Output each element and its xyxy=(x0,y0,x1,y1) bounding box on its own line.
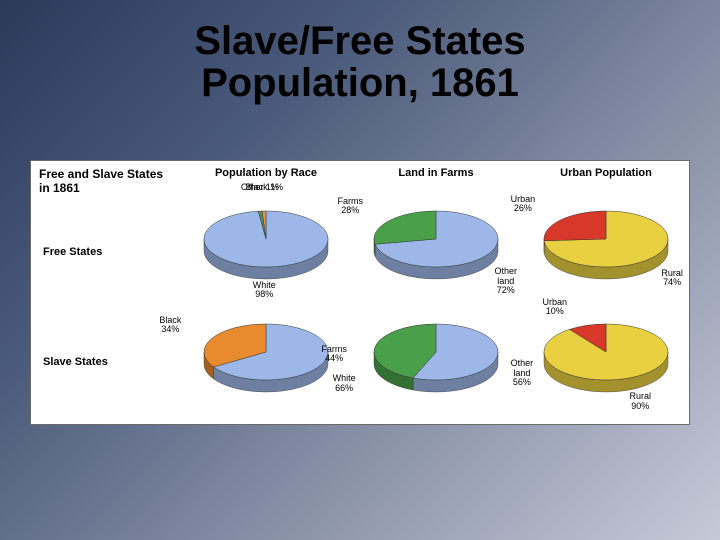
column-land: Land in Farms Otherland72%Farms28% Other… xyxy=(351,161,521,424)
slice-label: Otherland72% xyxy=(495,267,518,295)
column-population: Population by Race White98%Other 1%Black… xyxy=(181,161,351,424)
column-urban: Urban Population Rural74%Urban26% Rural9… xyxy=(521,161,691,424)
pie-land-free: Otherland72%Farms28% xyxy=(351,203,521,291)
col-header-urban: Urban Population xyxy=(521,167,691,179)
pie-pop-free: White98%Other 1%Black 1% xyxy=(181,203,351,291)
slice-label: Rural90% xyxy=(629,392,651,411)
chart-panel: Free and Slave States in 1861 Free State… xyxy=(30,160,690,425)
pie-urban-free: Rural74%Urban26% xyxy=(521,203,691,291)
title-line2: Population, 1861 xyxy=(0,62,720,104)
slide-title: Slave/Free States Population, 1861 xyxy=(0,0,720,104)
slice-label: Black34% xyxy=(159,316,181,335)
row-label-free: Free States xyxy=(31,246,181,258)
title-line1: Slave/Free States xyxy=(0,20,720,62)
column-labels: Free and Slave States in 1861 Free State… xyxy=(31,161,181,424)
panel-title: Free and Slave States in 1861 xyxy=(31,167,181,195)
pie-land-slave: Otherland56%Farms44% xyxy=(351,316,521,404)
panel-title-l2: in 1861 xyxy=(39,181,80,195)
slice-label: Farms28% xyxy=(337,197,363,216)
col-header-population: Population by Race xyxy=(181,167,351,179)
pie-urban-slave: Rural90%Urban10% xyxy=(521,316,691,404)
slice-label: White98% xyxy=(253,281,276,300)
row-label-slave: Slave States xyxy=(31,356,181,368)
slice-label: Black 1% xyxy=(246,183,284,192)
slice-label: Rural74% xyxy=(661,269,683,288)
slice-label: Urban10% xyxy=(543,298,568,317)
slice-label: Farms44% xyxy=(321,345,347,364)
slice-label: Urban26% xyxy=(511,195,536,214)
col-header-land: Land in Farms xyxy=(351,167,521,179)
slide: Slave/Free States Population, 1861 Free … xyxy=(0,0,720,540)
panel-title-l1: Free and Slave States xyxy=(39,167,163,181)
